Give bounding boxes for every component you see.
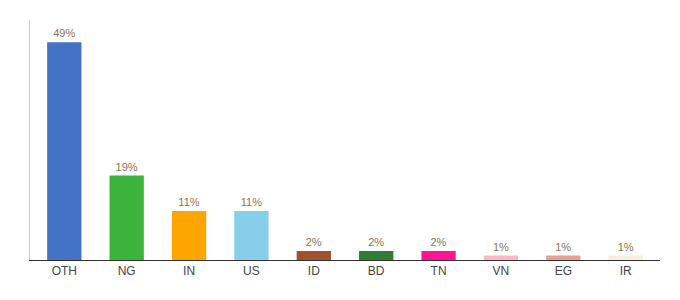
svg-text:US: US <box>243 264 260 278</box>
svg-text:49%: 49% <box>53 27 75 39</box>
svg-text:IR: IR <box>620 264 632 278</box>
svg-text:EG: EG <box>555 264 572 278</box>
svg-text:11%: 11% <box>178 196 199 208</box>
svg-text:NG: NG <box>118 264 136 278</box>
svg-text:TN: TN <box>431 264 447 278</box>
svg-text:19%: 19% <box>116 161 138 173</box>
svg-text:2%: 2% <box>368 236 384 248</box>
svg-text:BD: BD <box>368 264 385 278</box>
svg-text:2%: 2% <box>431 236 447 248</box>
svg-text:IN: IN <box>183 264 195 278</box>
svg-text:VN: VN <box>493 264 510 278</box>
svg-text:ID: ID <box>308 264 320 278</box>
svg-text:1%: 1% <box>618 241 634 253</box>
svg-text:11%: 11% <box>241 196 262 208</box>
svg-text:1%: 1% <box>493 241 509 253</box>
svg-text:2%: 2% <box>306 236 322 248</box>
svg-text:1%: 1% <box>555 241 571 253</box>
svg-text:OTH: OTH <box>52 264 77 278</box>
